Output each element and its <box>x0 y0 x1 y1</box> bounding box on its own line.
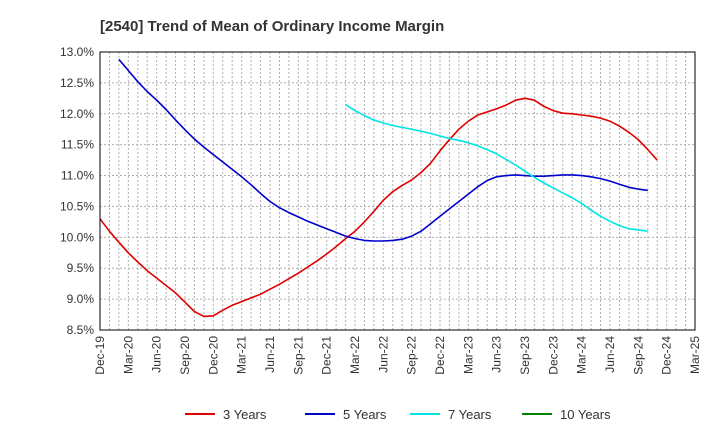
x-tick-label: Mar-21 <box>235 336 249 374</box>
x-tick-label: Mar-24 <box>575 336 589 374</box>
x-tick-label: Dec-19 <box>93 336 107 375</box>
y-tick-label: 10.0% <box>60 230 94 244</box>
x-tick-label: Mar-20 <box>121 336 135 374</box>
legend-label-10-years: 10 Years <box>560 407 611 422</box>
x-axis-tick-labels: Dec-19 Mar-20 Jun-20 Sep-20 Dec-20 Mar-21 Jun-… <box>93 336 702 375</box>
y-tick-label: 9.5% <box>67 261 95 275</box>
x-tick-label: Dec-24 <box>660 336 674 375</box>
legend-label-5-years: 5 Years <box>343 407 387 422</box>
y-tick-label: 11.0% <box>61 169 94 183</box>
x-tick-label: Sep-24 <box>631 336 645 375</box>
legend-label-7-years: 7 Years <box>448 407 492 422</box>
plot-frame <box>99 51 696 331</box>
y-tick-label: 11.5% <box>61 138 94 152</box>
y-tick-label: 12.0% <box>60 107 94 121</box>
x-tick-label: Dec-23 <box>546 336 560 375</box>
x-tick-label: Dec-22 <box>433 336 447 375</box>
x-tick-label: Sep-20 <box>178 336 192 375</box>
x-tick-label: Sep-21 <box>291 336 305 375</box>
x-tick-label: Jun-24 <box>603 336 617 373</box>
series-line-3-years <box>99 97 658 318</box>
x-tick-label: Sep-23 <box>518 336 532 375</box>
x-tick-label: Jun-23 <box>490 336 504 373</box>
x-tick-label: Mar-25 <box>688 336 702 374</box>
y-tick-label: 10.5% <box>60 199 94 213</box>
y-axis-tick-labels: 8.5% 9.0% 9.5% 10.0% 10.5% 11.0% 11.5% 12.0% 12.… <box>60 45 94 337</box>
series-line-7-years <box>345 103 648 232</box>
x-tick-label: Mar-23 <box>461 336 475 374</box>
series-lines <box>99 58 658 318</box>
y-tick-label: 12.5% <box>60 76 94 90</box>
x-tick-label: Dec-21 <box>320 336 334 375</box>
x-tick-label: Jun-22 <box>376 336 390 373</box>
y-tick-label: 13.0% <box>60 45 94 59</box>
legend: 3 Years 5 Years 7 Years 10 Years <box>185 407 611 422</box>
x-tick-label: Jun-20 <box>150 336 164 373</box>
x-tick-label: Mar-22 <box>348 336 362 374</box>
x-tick-label: Dec-20 <box>206 336 220 375</box>
series-line-5-years <box>118 58 648 242</box>
y-tick-label: 8.5% <box>67 323 95 337</box>
legend-label-3-years: 3 Years <box>223 407 267 422</box>
y-tick-label: 9.0% <box>67 292 95 306</box>
plot-area <box>100 52 695 330</box>
chart-title: [2540] Trend of Mean of Ordinary Income … <box>100 18 444 35</box>
x-tick-label: Jun-21 <box>263 336 277 373</box>
grid-lines <box>100 52 695 330</box>
x-tick-label: Sep-22 <box>405 336 419 375</box>
